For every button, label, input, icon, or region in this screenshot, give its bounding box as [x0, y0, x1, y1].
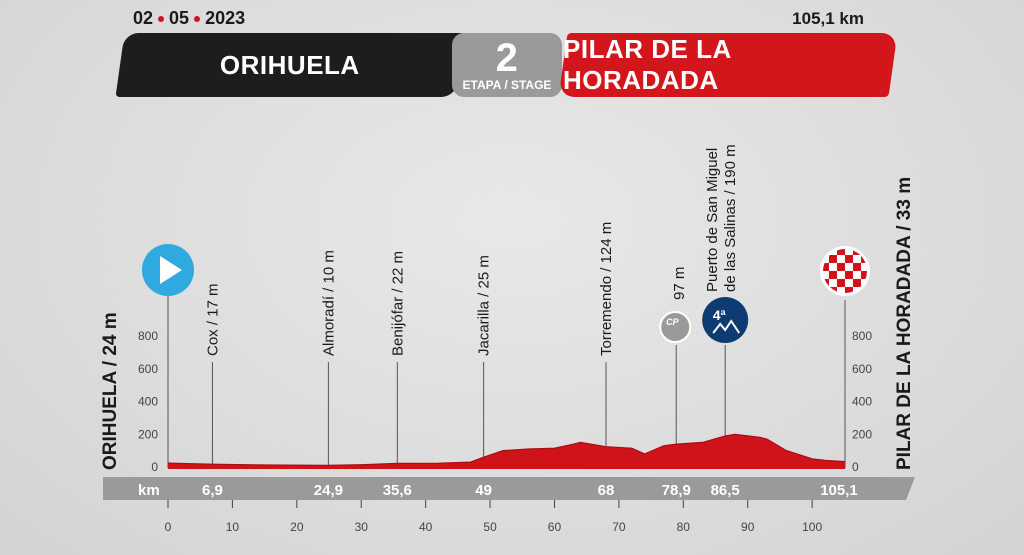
waypoint-label: Cox / 17 m	[204, 283, 221, 356]
y-tick-label-right: 200	[852, 427, 872, 441]
checker-square	[853, 271, 861, 279]
waypoint-label: Torremendo / 124 m	[598, 222, 615, 356]
y-tick-label-right: 0	[852, 460, 859, 474]
waypoint-km-label: 49	[475, 482, 492, 499]
checker-square	[837, 255, 845, 263]
km-band	[103, 477, 915, 500]
checker-square	[837, 263, 845, 271]
stage-badge: 2 ETAPA / STAGE	[452, 33, 562, 97]
stage-number: 2	[495, 36, 519, 80]
checker-square	[845, 255, 853, 263]
checker-square	[823, 263, 829, 271]
play-triangle-icon	[160, 256, 182, 284]
elevation-area	[168, 434, 845, 469]
waypoint-km-label: 24,9	[314, 482, 343, 499]
x-tick-label: 50	[483, 520, 497, 534]
checker-square	[853, 255, 861, 263]
y-tick-label-left: 400	[138, 395, 158, 409]
cp-marker-icon	[659, 311, 692, 343]
checker-square	[845, 249, 853, 255]
checker-square	[829, 279, 837, 287]
y-tick-label-right: 400	[852, 395, 872, 409]
checker-square	[829, 255, 837, 263]
finish-km-label: 105,1	[820, 482, 858, 499]
waypoint-label: Benijófar / 22 m	[389, 251, 406, 356]
checker-square	[837, 279, 845, 287]
waypoint-km-label: 78,9	[662, 482, 691, 499]
stage-date: 02 05 2023	[133, 8, 245, 29]
waypoint-km-label: 35,6	[383, 482, 412, 499]
waypoint-label: Puerto de San Miguel	[704, 148, 721, 292]
x-tick-label: 90	[741, 520, 755, 534]
checker-square	[861, 263, 867, 271]
finish-label: PILAR DE LA HORADADA / 33 m	[894, 177, 915, 470]
checker-square	[845, 279, 853, 287]
y-tick-label-left: 200	[138, 427, 158, 441]
elevation-line	[167, 433, 846, 467]
date-dot	[158, 16, 165, 23]
date-day: 02	[133, 8, 154, 28]
y-tick-label-left: 600	[138, 362, 158, 376]
x-tick-label: 40	[419, 520, 433, 534]
y-tick-label-right: 600	[852, 362, 872, 376]
checker-square	[837, 271, 845, 279]
x-tick-label: 30	[355, 520, 369, 534]
x-tick-label: 80	[677, 520, 691, 534]
waypoint-km-label: 6,9	[202, 482, 223, 499]
date-dot	[194, 16, 201, 23]
waypoint-label: Jacarilla / 25 m	[476, 255, 493, 356]
stage-label: ETAPA / STAGE	[462, 78, 552, 92]
waypoint-label: Almoradí / 10 m	[320, 250, 337, 356]
x-tick-label: 60	[548, 520, 562, 534]
waypoint-km-label: 68	[598, 482, 615, 499]
x-tick-label: 100	[802, 520, 822, 534]
y-tick-label-right: 800	[852, 329, 872, 343]
checker-square	[837, 287, 845, 293]
checker-square	[823, 271, 829, 279]
checker-square	[853, 263, 861, 271]
x-tick-label: 20	[290, 520, 304, 534]
checker-square	[829, 263, 837, 271]
date-year: 2023	[205, 8, 246, 28]
date-month: 05	[169, 8, 190, 28]
x-tick-label: 70	[612, 520, 626, 534]
waypoint-km-label: 86,5	[711, 482, 740, 499]
checker-square	[845, 263, 853, 271]
waypoint-label: 97 m	[671, 267, 688, 300]
cp-marker-text: CP	[666, 317, 679, 327]
checker-square	[845, 287, 853, 293]
mountain-icon	[712, 319, 741, 334]
x-tick-label: 10	[226, 520, 240, 534]
checker-square	[861, 271, 867, 279]
start-label: ORIHUELA / 24 m	[100, 312, 121, 470]
y-tick-label-left: 800	[138, 329, 158, 343]
km-band-label: km	[138, 482, 160, 499]
waypoint-label-line2: de las Salinas / 190 m	[722, 144, 739, 292]
stage-distance: 105,1 km	[792, 9, 864, 28]
checker-square	[837, 249, 845, 255]
checker-square	[845, 271, 853, 279]
y-tick-label-left: 0	[151, 460, 158, 474]
climb-category-text: 4ª	[713, 307, 727, 323]
x-tick-label: 0	[165, 520, 172, 534]
checker-square	[853, 279, 861, 287]
checker-square	[829, 271, 837, 279]
